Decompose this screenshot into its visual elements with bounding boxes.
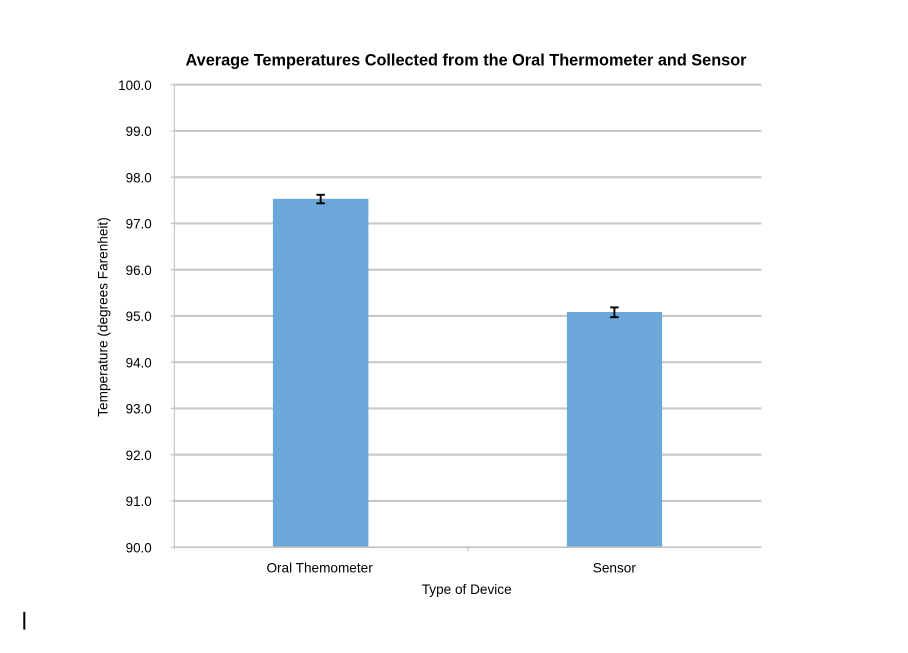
- svg-text:96.0: 96.0: [126, 263, 152, 278]
- svg-text:90.0: 90.0: [126, 540, 152, 555]
- svg-text:Type of Device: Type of Device: [422, 582, 512, 597]
- svg-text:100.0: 100.0: [118, 78, 152, 93]
- svg-text:97.0: 97.0: [126, 217, 152, 232]
- svg-text:Oral Themometer: Oral Themometer: [266, 561, 373, 576]
- svg-text:92.0: 92.0: [126, 448, 152, 463]
- svg-text:99.0: 99.0: [126, 124, 152, 139]
- svg-text:93.0: 93.0: [126, 402, 152, 417]
- svg-text:91.0: 91.0: [126, 494, 152, 509]
- svg-text:98.0: 98.0: [126, 170, 152, 185]
- svg-text:Average Temperatures Collected: Average Temperatures Collected from the …: [186, 51, 748, 69]
- svg-text:94.0: 94.0: [126, 355, 152, 370]
- svg-text:Sensor: Sensor: [593, 561, 637, 576]
- svg-text:95.0: 95.0: [126, 309, 152, 324]
- svg-text:Temperature (degrees Farenheit: Temperature (degrees Farenheit): [95, 217, 110, 416]
